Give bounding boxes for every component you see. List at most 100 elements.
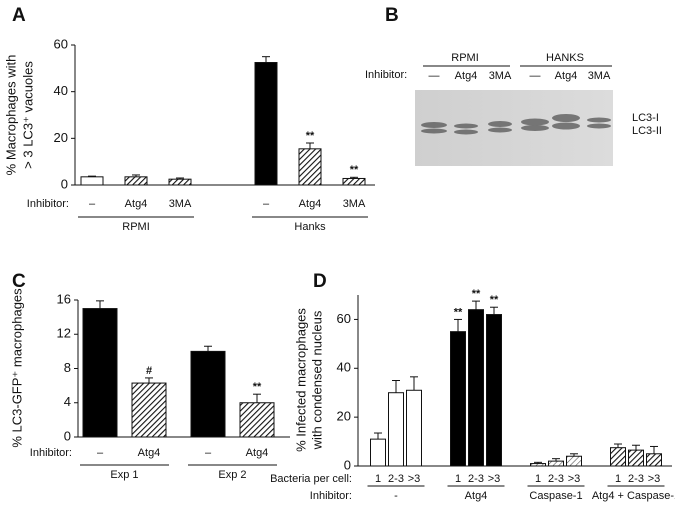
x-tick-label: 3MA [169, 198, 192, 210]
lane-label: Atg4 [455, 70, 478, 82]
x-tick-label: Atg4 [138, 447, 161, 459]
x-tick-label: >3 [568, 473, 581, 485]
band-label: LC3-I [632, 112, 659, 124]
bar [450, 331, 466, 467]
group-label: Hanks [294, 221, 326, 233]
bar [239, 402, 275, 438]
y-axis-label: % Macrophages with [3, 55, 18, 176]
row-label: Bacteria per cell: [270, 473, 352, 485]
x-tick-label: Atg4 [246, 447, 269, 459]
x-tick-label: >3 [488, 473, 501, 485]
x-tick-label: 1 [535, 473, 541, 485]
bar [468, 309, 484, 467]
bar [168, 178, 192, 186]
panel-letter: A [12, 5, 26, 26]
significance-label: ** [454, 306, 463, 318]
row-label: Inhibitor: [30, 447, 72, 459]
bar [124, 176, 148, 186]
blot-image [415, 90, 613, 166]
bar [530, 463, 546, 467]
blot-panel: B RPMI HANKS Inhibitor: — Atg4 3MA — Atg… [365, 5, 662, 166]
x-tick-label: 2-3 [548, 473, 564, 485]
y-axis-label: % Infected macrophages [293, 308, 308, 452]
x-tick-label: 1 [455, 473, 461, 485]
bar [298, 148, 322, 186]
x-tick-label: >3 [648, 473, 661, 485]
lane-label: Atg4 [555, 70, 578, 82]
lane-label: — [530, 70, 541, 82]
x-tick-label: 1 [615, 473, 621, 485]
x-tick-label: – [263, 198, 270, 210]
x-tick-label: 2-3 [388, 473, 404, 485]
y-axis-label: > 3 LC3⁺ vacuoles [20, 61, 35, 169]
row-label: Inhibitor: [365, 69, 407, 81]
y-tick-label: 20 [54, 130, 68, 145]
blot-bands [421, 114, 611, 135]
bar [388, 392, 404, 467]
band-label: LC3-II [632, 125, 662, 137]
x-tick-label: 1 [375, 473, 381, 485]
bar [254, 62, 278, 186]
significance-label: ** [306, 130, 315, 142]
y-axis-label: with condensed nucleus [309, 310, 324, 450]
bar [370, 438, 386, 467]
blot-group-label: HANKS [546, 52, 584, 64]
y-tick-label: 16 [57, 291, 71, 306]
lane-label: 3MA [588, 70, 611, 82]
y-tick-label: 0 [61, 176, 68, 191]
bar [486, 314, 502, 467]
y-tick-label: 12 [57, 326, 71, 341]
bar [190, 350, 226, 438]
row-label: Inhibitor: [310, 490, 352, 502]
x-tick-label: Atg4 [125, 198, 148, 210]
y-tick-label: 8 [64, 360, 71, 375]
group-label: Exp 1 [110, 469, 138, 481]
x-tick-label: 2-3 [628, 473, 644, 485]
x-tick-label: Atg4 [299, 198, 322, 210]
x-tick-label: 3MA [343, 198, 366, 210]
bar [406, 389, 422, 467]
panel-letter: B [385, 5, 399, 26]
y-tick-label: 4 [64, 394, 71, 409]
lane-label: — [429, 70, 440, 82]
y-tick-label: 60 [337, 311, 351, 326]
bar [80, 176, 104, 186]
row-label: Inhibitor: [27, 198, 69, 210]
bar [628, 449, 644, 467]
x-tick-label: – [89, 198, 96, 210]
y-tick-label: 20 [337, 409, 351, 424]
group-label: RPMI [122, 221, 150, 233]
panel-letter: C [12, 271, 26, 292]
blot-group-label: RPMI [451, 52, 479, 64]
y-tick-label: 60 [54, 36, 68, 51]
x-tick-label: 2-3 [468, 473, 484, 485]
group-label: Exp 2 [218, 469, 246, 481]
bar [131, 382, 167, 438]
y-axis-label: % LC3-GFP⁺ macrophages [9, 288, 24, 448]
y-tick-label: 0 [64, 428, 71, 443]
x-tick-label: – [205, 447, 212, 459]
x-tick-label: – [97, 447, 104, 459]
y-tick-label: 40 [337, 360, 351, 375]
significance-label: ** [253, 381, 262, 393]
significance-label: ** [490, 294, 499, 306]
group-label: Caspase-1 [529, 490, 582, 502]
bar [548, 460, 564, 467]
bar [566, 455, 582, 467]
y-tick-label: 0 [344, 457, 351, 472]
group-label: Atg4 + Caspase-1 [592, 490, 675, 502]
group-label: - [394, 490, 398, 502]
significance-label: ** [472, 288, 481, 300]
bar [342, 177, 366, 186]
significance-label: ** [350, 164, 359, 176]
bar [82, 308, 118, 438]
x-tick-label: >3 [408, 473, 421, 485]
significance-label: # [146, 365, 152, 377]
bar [646, 453, 662, 467]
lane-label: 3MA [489, 70, 512, 82]
bar [610, 447, 626, 467]
group-label: Atg4 [465, 490, 488, 502]
panel-letter: D [313, 271, 327, 292]
y-tick-label: 40 [54, 83, 68, 98]
